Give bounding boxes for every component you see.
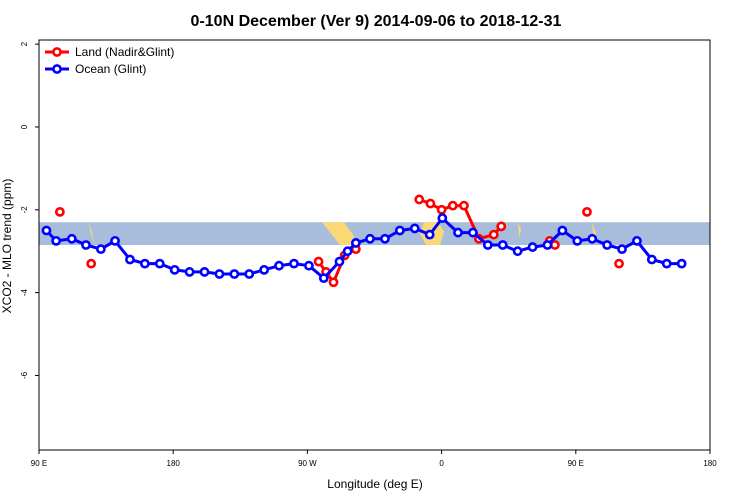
land-point-8	[414, 194, 425, 205]
ocean-point-14	[229, 269, 240, 279]
ocean-point-5	[95, 244, 106, 255]
ocean-point-18	[289, 258, 299, 269]
ocean-point-11	[184, 267, 195, 277]
land-point-9	[425, 198, 436, 209]
land-point-14	[488, 229, 499, 240]
x-tick-label-3: 90 W	[298, 459, 317, 468]
chart-title: 0-10N December (Ver 9) 2014-09-06 to 201…	[191, 13, 562, 30]
land-point-17	[550, 240, 560, 250]
x-tick-label-2: 180	[167, 459, 181, 468]
land-point-12	[459, 200, 469, 211]
ocean-point-42	[632, 235, 642, 246]
x-tick-label-6: 180	[703, 459, 717, 468]
land-point-5	[328, 277, 339, 288]
ocean-point-2	[51, 235, 62, 246]
ocean-point-32	[482, 240, 493, 250]
y-tick-label-2: 0	[20, 124, 29, 129]
ocean-point-1	[41, 225, 52, 236]
ocean-point-22	[342, 246, 353, 257]
ocean-point-16	[259, 264, 270, 275]
legend-ocean-marker	[52, 64, 62, 74]
ocean-point-30	[453, 227, 463, 238]
ocean-band	[39, 222, 710, 245]
ocean-point-28	[424, 229, 435, 240]
ocean-point-40	[602, 240, 613, 250]
ocean-point-17	[274, 260, 284, 271]
y-tick-label-5: -6	[20, 371, 29, 379]
land-point-3	[313, 256, 324, 267]
ocean-point-26	[394, 225, 405, 236]
legend-land-marker	[52, 47, 62, 57]
ocean-point-20	[318, 273, 329, 284]
ocean-point-35	[527, 242, 538, 252]
ocean-point-3	[66, 233, 77, 244]
ocean-point-36	[542, 240, 553, 250]
ocean-point-27	[409, 223, 420, 234]
ocean-point-41	[617, 244, 627, 255]
ocean-point-39	[587, 233, 598, 244]
legend-land-label: Land (Nadir&Glint)	[75, 45, 174, 59]
legend-ocean-label: Ocean (Glint)	[75, 62, 146, 76]
plot-frame	[38, 39, 711, 451]
x-tick-label-1: 90 E	[31, 459, 47, 468]
ocean-point-31	[468, 227, 478, 238]
ocean-point-44	[661, 258, 672, 269]
land-point-10	[436, 204, 447, 215]
ocean-point-33	[497, 240, 508, 250]
ocean-point-43	[646, 254, 657, 265]
ocean-point-6	[110, 235, 120, 246]
land-blob-2	[322, 222, 354, 245]
x-tick-label-4: 0	[439, 459, 444, 468]
land-point-19	[614, 258, 624, 269]
ocean-point-10	[169, 264, 180, 275]
legend: Land (Nadir&Glint) Ocean (Glint)	[45, 45, 174, 76]
y-tick-label-3: -2	[20, 206, 29, 214]
ocean-point-29	[437, 213, 448, 223]
land-point-18	[582, 206, 592, 217]
ocean-point-15	[244, 269, 255, 279]
ocean-point-34	[512, 246, 523, 257]
ocean-point-24	[365, 233, 375, 244]
ocean-point-7	[125, 254, 135, 265]
land-point-1	[54, 206, 65, 217]
y-tick-label-4: -4	[20, 289, 29, 297]
y-tick-label-1: 2	[20, 41, 29, 46]
ocean-point-19	[303, 260, 314, 271]
tick-labels: 90 E 180 90 W 0 90 E 180 2 0 -2 -4 -6	[20, 41, 717, 468]
ocean-point-45	[676, 258, 687, 269]
land-point-15	[496, 221, 507, 232]
ocean-point-12	[199, 267, 210, 277]
x-axis-label: Longitude (deg E)	[327, 477, 422, 491]
land-ocean-band	[39, 222, 710, 245]
ocean-point-8	[139, 258, 150, 269]
ocean-series	[41, 213, 687, 284]
ocean-point-13	[214, 269, 225, 279]
ocean-point-37	[557, 225, 568, 236]
land-point-2	[86, 258, 97, 269]
land-point-11	[447, 200, 458, 211]
axes	[35, 39, 711, 454]
x-tick-label-5: 90 E	[568, 459, 584, 468]
ocean-point-9	[154, 258, 165, 269]
ocean-point-23	[350, 238, 361, 248]
ocean-point-4	[81, 240, 91, 250]
ocean-point-21	[334, 256, 345, 267]
y-axis-label: XCO2 - MLO trend (ppm)	[0, 179, 14, 314]
ocean-point-38	[572, 235, 583, 246]
ocean-point-25	[380, 233, 390, 244]
land-blob-5	[518, 222, 521, 239]
land-blob-1	[88, 222, 94, 245]
